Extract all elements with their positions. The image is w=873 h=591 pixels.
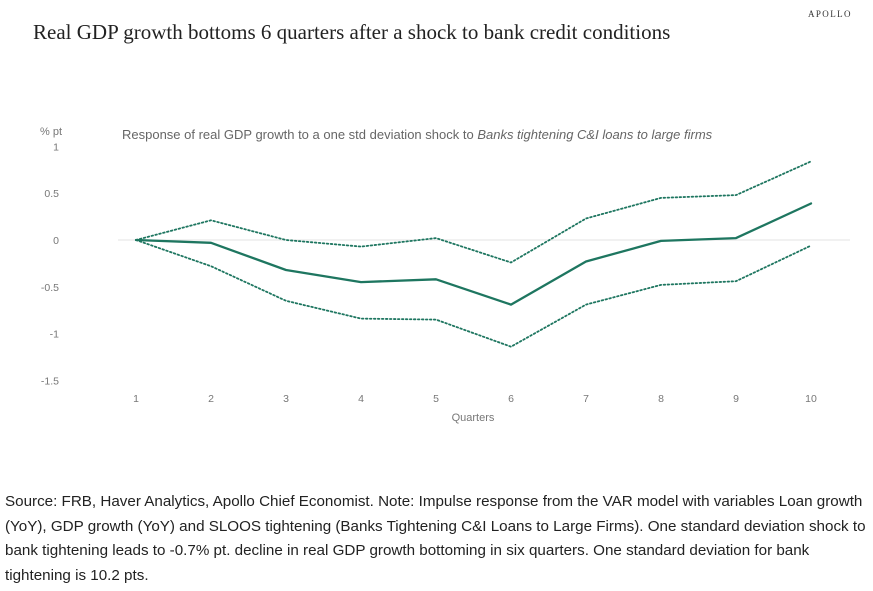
x-tick-label: 8 xyxy=(658,393,664,405)
x-tick-label: 3 xyxy=(283,393,289,405)
series-line-upper-band xyxy=(135,160,812,264)
plot-area: 1 0.5 0 -0.5 -1 -1.5 1 2 3 4 5 6 7 8 9 10 xyxy=(41,141,850,405)
y-axis-unit-label: % pt xyxy=(40,126,62,138)
series-line-lower-band xyxy=(135,239,812,348)
x-tick-label: 6 xyxy=(508,393,514,405)
brand-logo: APOLLO xyxy=(808,9,852,19)
x-tick-label: 10 xyxy=(805,393,817,405)
x-axis-label: Quarters xyxy=(452,412,495,424)
source-note: Source: FRB, Haver Analytics, Apollo Chi… xyxy=(5,493,866,584)
y-tick-label: 1 xyxy=(53,141,59,153)
line-chart: % pt Response of real GDP growth to a on… xyxy=(40,126,850,424)
x-tick-label: 5 xyxy=(433,393,439,405)
x-tick-label: 4 xyxy=(358,393,364,405)
y-tick-label: 0.5 xyxy=(44,188,59,200)
x-tick-label: 2 xyxy=(208,393,214,405)
chart-subtitle: Response of real GDP growth to a one std… xyxy=(122,127,713,142)
chart-subtitle-prefix: Response of real GDP growth to a one std… xyxy=(122,127,477,142)
chart-subtitle-emphasis: Banks tightening C&I loans to large firm… xyxy=(477,127,712,142)
y-tick-label: -0.5 xyxy=(41,282,59,294)
chart-title: Real GDP growth bottoms 6 quarters after… xyxy=(33,20,671,44)
x-tick-label: 9 xyxy=(733,393,739,405)
y-tick-label: -1 xyxy=(50,329,59,341)
x-tick-label: 1 xyxy=(133,393,139,405)
y-tick-label: -1.5 xyxy=(41,375,59,387)
y-tick-label: 0 xyxy=(53,235,59,247)
series-line-estimate xyxy=(134,202,813,306)
x-tick-label: 7 xyxy=(583,393,589,405)
